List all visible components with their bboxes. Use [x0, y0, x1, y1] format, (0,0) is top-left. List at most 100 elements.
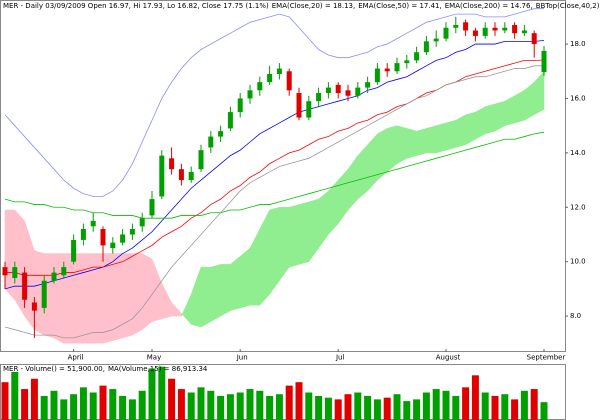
volume-bar [334, 399, 342, 420]
cloud-segment [318, 190, 329, 249]
chart-header: MER - Daily 03/09/2009 Open 16.97, Hi 17… [3, 2, 269, 10]
cloud-segment [484, 103, 496, 135]
y-tick-label: 16.0 [570, 94, 586, 102]
candle-body [31, 302, 37, 311]
volume-bar [511, 399, 519, 420]
x-tick-label: May [147, 354, 161, 362]
indicator-line [4, 131, 545, 219]
volume-bar [432, 389, 440, 420]
cloud-segment [288, 204, 300, 268]
y-tick-label: 18.0 [570, 40, 586, 48]
cloud-segment [406, 128, 417, 159]
cloud-segment [239, 247, 251, 309]
cloud-segment [269, 206, 280, 296]
indicator-line [4, 65, 544, 339]
volume-bar [295, 382, 303, 420]
volume-bar [89, 392, 97, 420]
candle-body [276, 68, 282, 74]
candle-body [218, 131, 224, 137]
cloud-segment [190, 267, 202, 328]
y-tick-label: 14.0 [570, 149, 586, 157]
cloud-segment [426, 125, 437, 154]
cloud-segment [367, 133, 378, 192]
candle-body [198, 150, 204, 170]
candle-body [423, 41, 429, 53]
candle-body [404, 60, 410, 64]
candle-body [502, 27, 508, 31]
indicator-line [4, 40, 545, 290]
cloud [4, 70, 545, 344]
volume-bar [285, 385, 293, 420]
candle-body [296, 93, 302, 118]
cloud-segment [171, 301, 182, 317]
volume-bar [393, 394, 401, 420]
cloud-segment [396, 125, 408, 165]
candle-body [257, 82, 263, 91]
cloud-segment [259, 209, 270, 306]
candle-body [414, 52, 420, 61]
volume-bar [491, 395, 499, 420]
candle-body [188, 171, 194, 181]
volume-bar [187, 392, 195, 420]
cloud-segment [151, 258, 163, 322]
volume [1, 366, 548, 420]
cloud-segment [533, 70, 545, 116]
volume-ma-label: MA(Volume,15) = 86,913.34 [108, 365, 208, 373]
candle-body [12, 267, 18, 279]
volume-bar [119, 395, 127, 420]
indicators [4, 8, 545, 339]
volume-bar [99, 385, 107, 420]
volume-bar [60, 399, 68, 420]
volume-bar [442, 390, 450, 420]
volume-bar [315, 395, 323, 420]
y-tick-label: 10.0 [570, 258, 586, 266]
candle-body [100, 229, 106, 246]
candle-body [71, 239, 77, 262]
volume-bar [266, 395, 274, 420]
volume-bar [256, 390, 264, 420]
candle-body [384, 68, 390, 72]
cloud-segment [298, 201, 310, 265]
cloud-segment [465, 111, 476, 146]
cloud-segment [475, 106, 486, 140]
cloud-segment [308, 198, 319, 263]
volume-bar [462, 387, 470, 420]
price-panel [0, 0, 566, 352]
candle-body [355, 87, 361, 96]
volume-bar [50, 390, 58, 420]
volume-bar [79, 387, 87, 420]
candle-body [120, 234, 126, 243]
x-tick-label: Jul [335, 354, 345, 362]
candle-body [169, 158, 175, 170]
cloud-segment [416, 128, 427, 156]
candle-body [286, 71, 292, 91]
candle-body [541, 50, 547, 73]
x-tick-label: Jun [236, 354, 248, 362]
volume-bar [30, 378, 38, 420]
cloud-segment [386, 125, 398, 173]
cloud-segment [514, 89, 525, 124]
volume-bar [138, 390, 146, 420]
cloud-segment [455, 114, 466, 148]
labels: April May Jun Jul August September 8.0 10.0 12.0… [3, 2, 600, 373]
candle-body [247, 90, 253, 99]
volume-bar [383, 397, 391, 420]
cloud-segment [14, 209, 25, 317]
candle-body [90, 220, 96, 227]
candle-body [531, 33, 537, 45]
cloud-segment [494, 100, 506, 132]
cloud-segment [112, 253, 123, 341]
volume-bar [21, 389, 29, 420]
volume-bar [364, 395, 372, 420]
legend-entry: EMA(Close,200) = 14.76, [445, 2, 533, 10]
volume-bar [197, 387, 205, 420]
volume-bar [413, 399, 421, 420]
volume-bar [11, 371, 19, 420]
candle-body [472, 30, 478, 36]
cloud-segment [357, 144, 368, 200]
candle-body [149, 199, 155, 216]
cloud-segment [161, 283, 172, 320]
candle-body [22, 272, 28, 300]
cloud-segment [141, 253, 153, 331]
candle-body [512, 25, 518, 34]
